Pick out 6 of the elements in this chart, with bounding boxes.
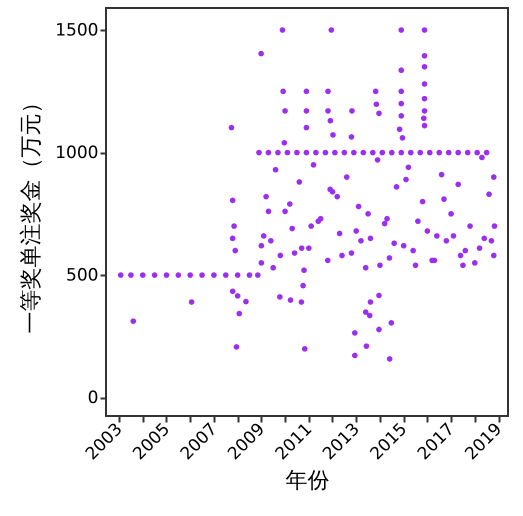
y-tick-label: 1000 [55, 143, 98, 164]
x-axis-title: 年份 [286, 468, 330, 494]
y-tick-label: 1500 [55, 20, 98, 41]
y-axis-title: 一等奖单注奖金（万元） [19, 92, 44, 334]
y-tick-label: 500 [66, 266, 98, 286]
y-tick-label: 0 [88, 388, 98, 408]
